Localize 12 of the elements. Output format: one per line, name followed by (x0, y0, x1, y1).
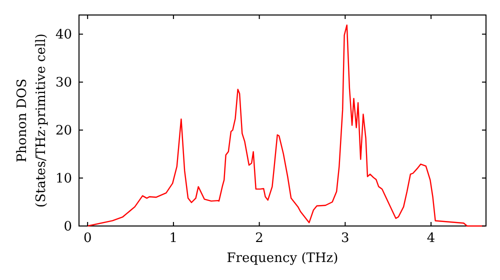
x-tick-label: 0 (83, 231, 92, 246)
x-tick-label: 3 (341, 231, 350, 246)
y-tick-label: 40 (55, 28, 72, 43)
x-axis-title: Frequency (THz) (226, 251, 338, 266)
x-tick-label: 4 (426, 231, 436, 246)
x-tick-label: 2 (255, 231, 264, 246)
y-axis-title: Phonon DOS (States/THz·primitive cell) (15, 33, 49, 208)
y-tick-label: 20 (55, 124, 72, 139)
x-tick-label: 1 (169, 231, 178, 246)
y-tick-label: 30 (55, 76, 72, 91)
y-tick-label: 0 (64, 220, 72, 235)
y-tick-label: 10 (55, 172, 72, 187)
